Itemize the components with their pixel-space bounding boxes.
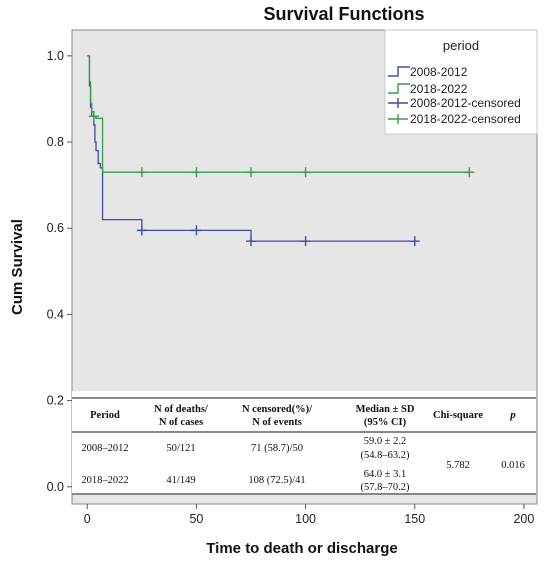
legend-title: period: [443, 38, 479, 53]
header-deaths-line1: N of deaths/: [154, 404, 209, 415]
row1-censored-events: 71 (58.7)/50: [251, 443, 303, 454]
header-censored-line2: N of events: [252, 417, 302, 428]
censor-mark-2008-2012: [191, 225, 202, 236]
censor-mark-2018-2022: [246, 167, 257, 178]
row1-median: 59.0 ± 2.2: [364, 436, 407, 447]
row1-ci: (54.8–63.2): [361, 450, 410, 461]
legend-entry-2018-2022: 2018-2022: [388, 82, 468, 96]
header-period: Period: [90, 410, 120, 421]
row1-deaths-cases: 50/121: [166, 443, 195, 454]
header-censored-line1: N censored(%)/: [242, 404, 313, 415]
survival-curve-2018-2022: [87, 55, 470, 173]
x-tick-label: 0: [84, 512, 91, 526]
legend-label-2018-2022-censored: 2018-2022-censored: [410, 112, 521, 126]
legend-label-2008-2012: 2008-2012: [410, 65, 468, 79]
x-tick-label: 200: [513, 512, 534, 526]
x-axis: 0 50 100 150 200: [84, 504, 534, 526]
y-tick-label: 0.8: [47, 135, 64, 149]
censor-mark-2008-2012: [136, 225, 147, 236]
censor-mark-2008-2012: [300, 236, 311, 247]
y-tick-label: 1.0: [47, 49, 64, 63]
header-median-line1: Median ± SD: [356, 404, 415, 415]
legend-label-2018-2022: 2018-2022: [410, 82, 468, 96]
censor-mark-2018-2022: [300, 167, 311, 178]
censor-marks: [88, 111, 475, 247]
legend-entry-2008-2012-censored: 2008-2012-censored: [388, 96, 521, 110]
stats-table: Period N of deaths/ N of cases N censore…: [72, 391, 536, 495]
row2-deaths-cases: 41/149: [166, 475, 195, 486]
censor-mark-2018-2022: [88, 111, 99, 122]
censor-mark-2018-2022: [464, 167, 475, 178]
p-value: 0.016: [501, 460, 525, 471]
header-chi-square: Chi-square: [433, 410, 483, 421]
row2-ci: (57.8–70.2): [361, 482, 410, 493]
legend: period 2008-2012 2018-2022 2008-2012-cen…: [384, 29, 538, 135]
table-background: [72, 391, 536, 495]
header-deaths-line2: N of cases: [159, 417, 203, 428]
y-axis-label: Cum Survival: [9, 219, 26, 315]
header-p: p: [509, 409, 516, 421]
x-axis-label: Time to death or discharge: [206, 540, 397, 557]
row2-median: 64.0 ± 3.1: [364, 469, 407, 480]
legend-box: [384, 29, 538, 135]
row2-censored-events: 108 (72.5)/41: [248, 475, 305, 486]
legend-marker-2018-2022-censored: [388, 114, 408, 124]
legend-swatch-2018-2022: [388, 83, 410, 94]
legend-entry-2018-2022-censored: 2018-2022-censored: [388, 112, 521, 126]
x-tick-label: 50: [189, 512, 203, 526]
y-tick-label: 0.6: [47, 221, 64, 235]
legend-marker-2008-2012-censored: [388, 98, 408, 108]
header-median-line2: (95% CI): [364, 417, 407, 428]
row2-period: 2018–2022: [81, 475, 128, 486]
legend-entry-2008-2012: 2008-2012: [388, 65, 468, 79]
x-tick-label: 100: [295, 512, 316, 526]
y-axis: 0.0 0.2 0.4 0.6 0.8 1.0: [47, 49, 72, 494]
legend-swatch-2008-2012: [388, 66, 410, 77]
legend-label-2008-2012-censored: 2008-2012-censored: [410, 96, 521, 110]
y-tick-label: 0.4: [47, 307, 64, 321]
chart-title: Survival Functions: [263, 4, 424, 24]
survival-curve-2008-2012: [87, 55, 415, 242]
x-tick-label: 150: [404, 512, 425, 526]
censor-mark-2018-2022: [136, 167, 147, 178]
censor-mark-2008-2012: [246, 236, 257, 247]
row1-period: 2008–2012: [81, 443, 128, 454]
chi-square-value: 5.782: [446, 460, 470, 471]
censor-mark-2008-2012: [409, 236, 420, 247]
survival-curves: [87, 55, 470, 242]
y-tick-label: 0.0: [47, 480, 64, 494]
y-tick-label: 0.2: [47, 394, 64, 408]
censor-mark-2018-2022: [191, 167, 202, 178]
